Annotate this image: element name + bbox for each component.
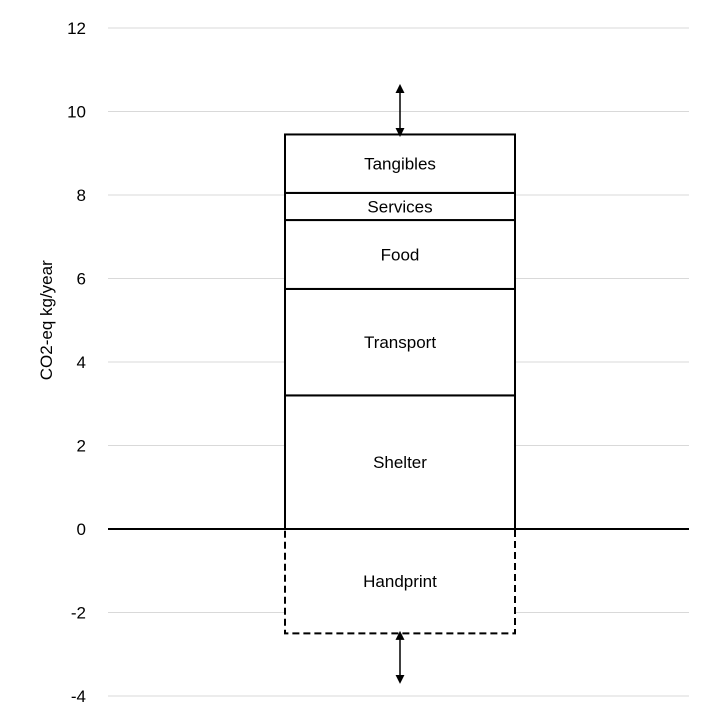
segment-label-transport: Transport bbox=[364, 333, 436, 352]
y-tick-label: 12 bbox=[67, 19, 86, 38]
y-tick-label: 4 bbox=[77, 353, 86, 372]
y-tick-label: -4 bbox=[71, 687, 86, 706]
y-axis-title: CO2-eq kg/year bbox=[37, 260, 56, 380]
y-tick-label: 8 bbox=[77, 186, 86, 205]
y-tick-label: 6 bbox=[77, 270, 86, 289]
bar-segment-shelter bbox=[284, 394, 516, 530]
bar-segment-transport bbox=[284, 287, 516, 397]
stacked-bar: Shelter Transport Food Services Tangibles Han… bbox=[284, 133, 516, 635]
y-tick-label: -2 bbox=[71, 604, 86, 623]
y-tick-label: 0 bbox=[77, 520, 86, 539]
segment-label-shelter: Shelter bbox=[373, 453, 427, 472]
bar-segment-handprint bbox=[284, 528, 516, 635]
segment-label-food: Food bbox=[381, 245, 420, 264]
bar-segment-food bbox=[284, 219, 516, 290]
y-axis-tick-labels: 12 10 8 6 4 2 0 -2 -4 bbox=[67, 19, 86, 706]
segment-label-tangibles: Tangibles bbox=[364, 155, 436, 174]
segment-label-handprint: Handprint bbox=[363, 572, 437, 591]
y-tick-label: 10 bbox=[67, 103, 86, 122]
y-tick-label: 2 bbox=[77, 437, 86, 456]
bar-segment-tangibles bbox=[284, 133, 516, 194]
segment-label-services: Services bbox=[367, 197, 432, 216]
